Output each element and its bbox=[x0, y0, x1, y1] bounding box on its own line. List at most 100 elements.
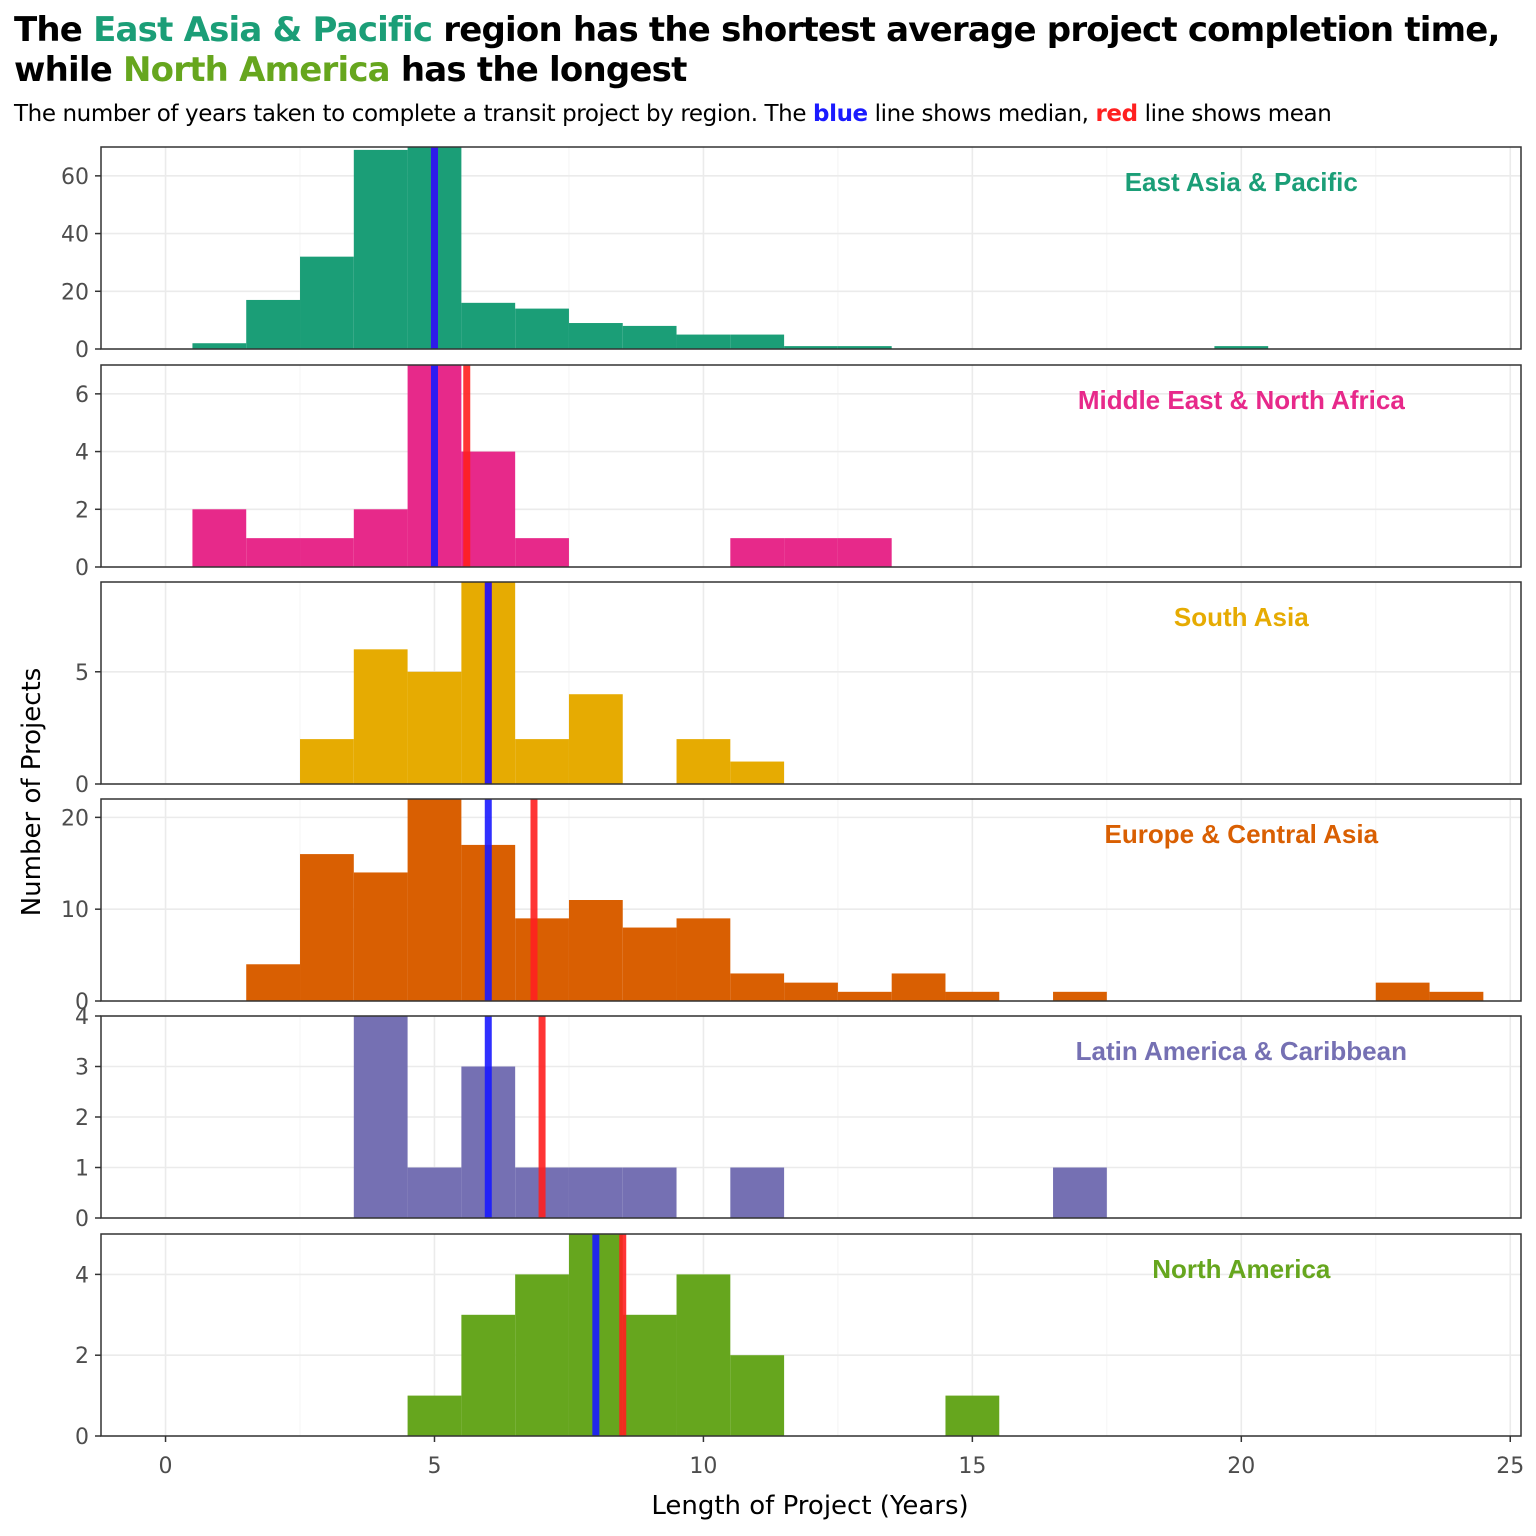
y-tick-label: 0 bbox=[75, 1425, 89, 1450]
histogram-bar bbox=[676, 918, 731, 1001]
histogram-bar bbox=[1053, 991, 1107, 1001]
x-tick-label: 20 bbox=[1227, 1454, 1255, 1479]
histogram-bar bbox=[461, 1314, 516, 1436]
y-tick-label: 1 bbox=[75, 1157, 89, 1182]
facet-panel: 0 20 40 60 East Asia & Pacific bbox=[61, 146, 1522, 363]
x-tick-label: 5 bbox=[427, 1454, 441, 1479]
histogram-bar bbox=[515, 538, 569, 567]
histogram-bar bbox=[515, 308, 569, 349]
panel-border bbox=[100, 1233, 1522, 1437]
panel-border bbox=[100, 364, 1522, 568]
subtitle-text: line shows median, bbox=[867, 101, 1096, 127]
histogram-bar bbox=[461, 451, 516, 567]
x-tick-label: 0 bbox=[159, 1454, 173, 1479]
histogram-bar bbox=[300, 256, 354, 349]
y-tick-label: 0 bbox=[75, 990, 89, 1015]
panel-region-label: East Asia & Pacific bbox=[1125, 167, 1358, 197]
y-tick-label: 10 bbox=[61, 898, 89, 923]
y-axis-title: Number of Projects bbox=[17, 668, 47, 917]
title-text: while bbox=[14, 50, 124, 90]
histogram-bar bbox=[353, 1016, 408, 1218]
y-tick-label: 6 bbox=[75, 383, 89, 408]
histogram-bar bbox=[945, 991, 1000, 1001]
histogram-bar bbox=[730, 761, 785, 784]
histogram-bar bbox=[407, 671, 462, 784]
histogram-bars bbox=[300, 582, 785, 784]
facet-panel: 0 2 4 6 Middle East & North Africa bbox=[75, 364, 1522, 581]
x-tick-label: 10 bbox=[689, 1454, 717, 1479]
y-tick-label: 5 bbox=[75, 661, 89, 686]
y-tick-label: 0 bbox=[75, 338, 89, 363]
x-axis-title: Length of Project (Years) bbox=[651, 1491, 968, 1521]
histogram-bar bbox=[891, 973, 946, 1001]
histogram-bar bbox=[353, 872, 408, 1001]
y-tick-label: 4 bbox=[75, 1005, 89, 1030]
y-tick-label: 4 bbox=[75, 441, 89, 466]
histogram-bar bbox=[945, 1395, 1000, 1436]
histogram-bar bbox=[730, 1167, 785, 1218]
histogram-bar bbox=[1429, 991, 1484, 1001]
histogram-bar bbox=[730, 538, 785, 567]
y-tick-label: 60 bbox=[61, 165, 89, 190]
y-tick-label: 2 bbox=[75, 498, 89, 523]
subtitle-median-word: blue bbox=[813, 101, 868, 127]
facet-panel: 0 2 4 North America bbox=[75, 1233, 1522, 1450]
y-tick-label: 2 bbox=[75, 1344, 89, 1369]
y-tick-label: 0 bbox=[75, 556, 89, 581]
histogram-bar bbox=[515, 918, 569, 1001]
histogram-bar bbox=[784, 346, 838, 349]
facet-panel: 0 5 South Asia bbox=[75, 581, 1522, 798]
histogram-bar bbox=[353, 649, 408, 784]
histogram-bar bbox=[515, 739, 569, 784]
subtitle-mean-word: red bbox=[1095, 101, 1138, 127]
panel-region-label: Latin America & Caribbean bbox=[1076, 1036, 1407, 1066]
histogram-bar bbox=[568, 1167, 623, 1218]
y-tick-label: 0 bbox=[75, 773, 89, 798]
chart-title: The East Asia & Pacific region has the s… bbox=[14, 10, 1524, 90]
y-tick-label: 3 bbox=[75, 1056, 89, 1081]
title-line-2: while North America has the longest bbox=[14, 50, 1524, 90]
histogram-bar bbox=[622, 1314, 677, 1436]
histogram-bar bbox=[300, 538, 354, 567]
histogram-bars bbox=[192, 365, 892, 567]
panel-border bbox=[100, 798, 1522, 1002]
histogram-bar bbox=[1214, 346, 1269, 349]
histogram-bar bbox=[568, 694, 623, 784]
histogram-bar bbox=[407, 799, 462, 1001]
y-tick-label: 20 bbox=[61, 806, 89, 831]
histogram-bar bbox=[730, 973, 785, 1001]
histogram-bar bbox=[192, 343, 247, 349]
panel-background bbox=[101, 1234, 1521, 1436]
panel-border bbox=[100, 146, 1522, 350]
histogram-bar bbox=[784, 538, 838, 567]
title-line-1: The East Asia & Pacific region has the s… bbox=[14, 10, 1524, 50]
histogram-bar bbox=[622, 927, 677, 1001]
histogram-bar bbox=[837, 538, 892, 567]
x-tick-label: 15 bbox=[958, 1454, 986, 1479]
histogram-bar bbox=[784, 982, 838, 1001]
histogram-bar bbox=[300, 854, 354, 1001]
histogram-bar bbox=[246, 299, 301, 349]
facet-panel: 0 1 2 3 4 Latin America & Caribbean bbox=[75, 1005, 1522, 1232]
subtitle-text: The number of years taken to complete a … bbox=[14, 101, 814, 127]
histogram-bar bbox=[461, 302, 516, 349]
histogram-bar bbox=[622, 325, 677, 349]
histogram-bar bbox=[730, 334, 785, 349]
histogram-bar bbox=[622, 1167, 677, 1218]
subtitle-text: line shows mean bbox=[1137, 101, 1332, 127]
panel-region-label: Middle East & North Africa bbox=[1078, 385, 1406, 415]
histogram-bars bbox=[353, 1016, 1107, 1218]
title-text: region has the shortest average project … bbox=[432, 10, 1500, 50]
histogram-bar bbox=[246, 964, 301, 1001]
y-tick-label: 4 bbox=[75, 1263, 89, 1288]
title-text: The bbox=[14, 10, 94, 50]
histogram-bar bbox=[1375, 982, 1430, 1001]
panel-border bbox=[100, 581, 1522, 785]
histogram-bars bbox=[246, 799, 1484, 1001]
histogram-bars bbox=[192, 147, 1269, 349]
panel-background bbox=[101, 365, 1521, 567]
chart-subtitle: The number of years taken to complete a … bbox=[14, 101, 1524, 127]
histogram-bar bbox=[676, 334, 731, 349]
facet-panel: 0 10 20 Europe & Central Asia bbox=[61, 798, 1522, 1015]
